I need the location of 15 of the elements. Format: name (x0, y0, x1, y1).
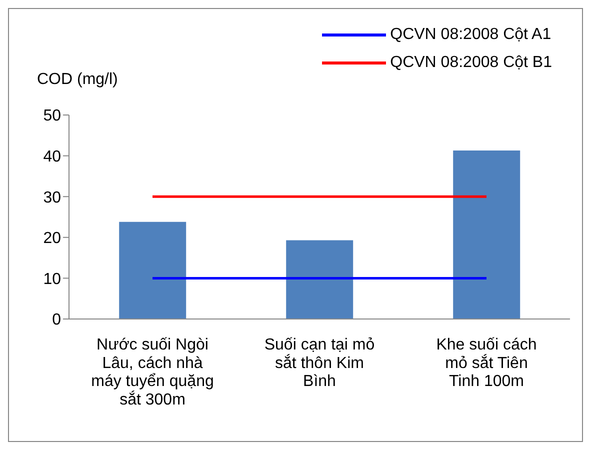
y-tick-label: 50 (43, 108, 62, 125)
x-tick-label: Khe suối cách mỏ sắt Tiên Tinh 100m (436, 336, 537, 390)
y-tick-label: 20 (43, 230, 62, 248)
x-tick-label: Nước suối Ngòi Lâu, cách nhà máy tuyển quặng sắt 300m (91, 336, 214, 409)
y-tick-label: 40 (43, 148, 62, 166)
bar (286, 240, 354, 319)
y-tick-label: 30 (43, 189, 62, 206)
legend-label: QCVN 08:2008 Cột A1 (390, 26, 552, 44)
y-axis-title: COD (mg/l) (37, 71, 118, 89)
y-tick-label: 10 (43, 270, 62, 288)
x-tick-label: Suối cạn tại mỏ sắt thôn Kim Bình (264, 336, 375, 390)
bar (453, 150, 520, 319)
y-tick-label: 0 (52, 312, 62, 329)
legend-label: QCVN 08:2008 Cột B1 (390, 54, 552, 72)
bar (119, 222, 186, 319)
